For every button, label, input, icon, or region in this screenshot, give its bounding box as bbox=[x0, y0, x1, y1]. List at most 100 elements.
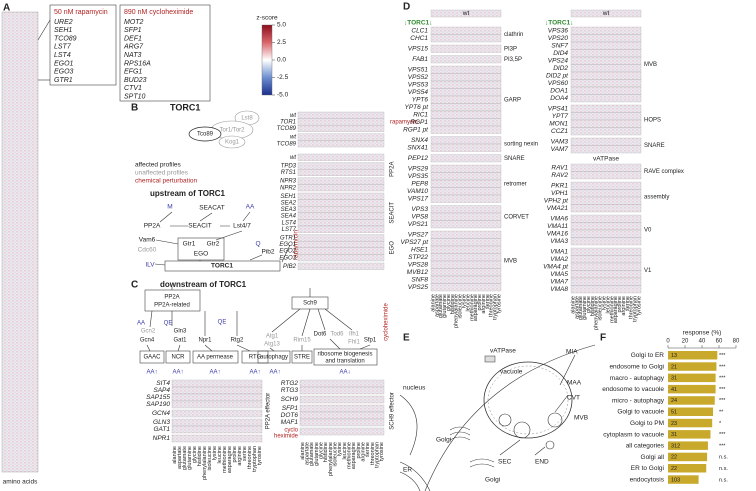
heatmap-row bbox=[570, 262, 642, 271]
axis-label: amino acids bbox=[3, 479, 38, 486]
legend-entry: unaffected profiles bbox=[135, 170, 189, 177]
amino-acid-label: serine bbox=[365, 442, 371, 457]
gene-label: SNF8 bbox=[411, 276, 428, 283]
amino-acid-label: isoleucine bbox=[598, 296, 604, 320]
bar bbox=[668, 362, 717, 371]
amino-acid-label: lysine bbox=[602, 296, 608, 310]
heatmap-row bbox=[430, 73, 502, 82]
diagram-label: ER bbox=[403, 467, 412, 474]
gene-label: SFP1 bbox=[282, 405, 299, 412]
amino-acid-label: phenylalanine bbox=[454, 294, 460, 328]
amino-acid-label: aspartate bbox=[304, 442, 310, 465]
heatmap-row bbox=[430, 154, 502, 163]
diagram-node: EGO bbox=[194, 251, 208, 258]
significance-label: * bbox=[719, 421, 722, 427]
gene-label: SIT4 bbox=[156, 380, 170, 387]
gene-label: DOA1 bbox=[550, 87, 568, 94]
amino-acid-label: glutamine bbox=[582, 296, 588, 320]
legend-entry: chemical perturbation bbox=[135, 178, 198, 185]
diagram-label: vacuole bbox=[500, 369, 523, 376]
x-tick-label: 20 bbox=[682, 339, 689, 345]
colorbar-tick-label: 2.5 bbox=[277, 39, 286, 46]
gene-label: DEF1 bbox=[124, 35, 142, 42]
amino-acid-label: aspartate bbox=[574, 296, 580, 319]
amino-acid-label: threonine bbox=[629, 296, 635, 319]
bar bbox=[668, 351, 718, 360]
heatmap-row bbox=[297, 169, 385, 176]
significance-label: *** bbox=[719, 398, 726, 404]
heatmap-row bbox=[570, 79, 642, 88]
heatmap-row bbox=[430, 230, 502, 239]
gene-label: VPS15 bbox=[408, 45, 429, 52]
nucleus bbox=[399, 394, 418, 456]
significance-label: ** bbox=[719, 409, 724, 415]
gene-label: EGO2 bbox=[279, 249, 296, 255]
bar bbox=[668, 475, 699, 484]
gene-label: VPS8 bbox=[411, 213, 428, 220]
diagram-node: ribosome biogenesis bbox=[317, 352, 372, 358]
gene-label: LST4 bbox=[54, 52, 71, 59]
gene-label: SNF7 bbox=[551, 42, 568, 49]
amino-acid-label: glycine bbox=[192, 446, 198, 463]
heatmap-row bbox=[297, 247, 385, 255]
heatmap-row bbox=[297, 234, 385, 242]
bar bbox=[668, 452, 708, 462]
diagram-label: nucleus bbox=[403, 385, 426, 392]
er bbox=[399, 461, 431, 491]
diagram-node: Lst4/7 bbox=[233, 223, 251, 230]
gene-label: VPS25 bbox=[408, 284, 429, 291]
amino-acid-label: isoleucine bbox=[458, 294, 464, 318]
gene-box bbox=[119, 4, 211, 102]
amino-acid-label: tryptophan bbox=[493, 294, 499, 320]
subunit-label: Kog1 bbox=[225, 140, 240, 146]
diagram-label: END bbox=[535, 459, 549, 466]
amino-acid-label: glutamine bbox=[187, 446, 193, 470]
diagram-node: AA↑ bbox=[146, 370, 157, 376]
gene-label: SNX4 bbox=[411, 137, 428, 144]
legend-entry: affected profiles bbox=[135, 162, 182, 169]
amino-acid-label: leucine bbox=[342, 442, 348, 459]
diagram-title: downstream of TORC1 bbox=[160, 280, 247, 289]
gene-label: VPS41 bbox=[548, 105, 569, 112]
gene-label: DID4 bbox=[553, 50, 568, 57]
diagram-node: Gtr2 bbox=[207, 241, 220, 248]
arrow bbox=[146, 287, 371, 352]
heatmap-row bbox=[171, 379, 263, 388]
diagram-node: PP2A bbox=[164, 295, 179, 301]
cell-membrane bbox=[424, 344, 596, 491]
diagram-node: and translation bbox=[325, 359, 364, 365]
amino-acid-label: leucine bbox=[465, 294, 471, 311]
bar bbox=[668, 464, 707, 473]
count-label: 312 bbox=[671, 443, 680, 449]
amino-acid-label: glycine bbox=[586, 296, 592, 313]
amino-acid-label: glutamine bbox=[314, 442, 320, 466]
heatmap-row bbox=[430, 179, 502, 188]
amino-acid-label: isoleucine bbox=[332, 442, 338, 466]
gene-label: EGO1 bbox=[279, 242, 296, 248]
category-label: micro - autophagy bbox=[612, 397, 665, 404]
panel-label: A bbox=[3, 3, 10, 14]
category-label: Golgi to ER bbox=[631, 352, 665, 359]
amino-acid-label: asparagine bbox=[473, 294, 479, 321]
torc1-box bbox=[164, 260, 281, 272]
heatmap-row bbox=[299, 427, 385, 436]
group-label: PP2A effector bbox=[266, 393, 272, 430]
gene-label: STP22 bbox=[408, 254, 428, 261]
amino-acid-label: serine bbox=[485, 294, 491, 309]
amino-acid-label: glutamine bbox=[442, 294, 448, 318]
gene-label: VMA2 bbox=[550, 256, 568, 263]
amino-acid-label: arginine bbox=[360, 442, 366, 462]
gene-label: LST4 bbox=[282, 220, 297, 226]
heatmap-row bbox=[570, 9, 642, 18]
box-title: 890 nM cycloheximide bbox=[124, 9, 193, 16]
count-label: 24 bbox=[671, 398, 677, 404]
gene-label: RGP1 bbox=[410, 119, 428, 126]
group-label: HOPS bbox=[644, 118, 661, 124]
amino-acid-label: phenylalanine bbox=[328, 442, 334, 476]
heatmap-row bbox=[297, 192, 385, 200]
gene-label: VPH2 pt bbox=[544, 197, 569, 204]
heatmap-row bbox=[570, 222, 642, 231]
panel-label: F bbox=[600, 333, 606, 344]
diagram-node: Rim15 bbox=[293, 338, 311, 344]
